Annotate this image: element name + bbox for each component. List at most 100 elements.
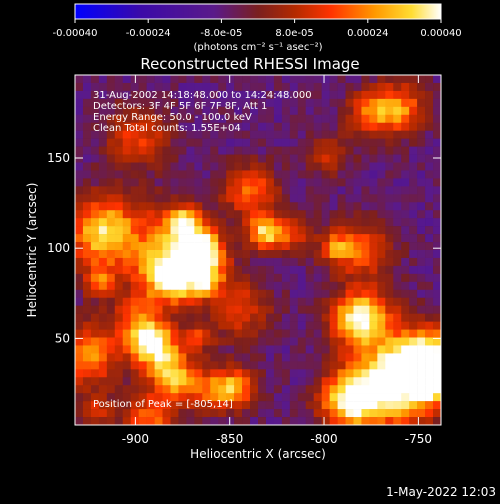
heatmap-cell [313,409,322,418]
heatmap-cell [297,154,307,163]
heatmap-cell [106,210,116,219]
heatmap-cell [202,162,211,171]
heatmap-cell [361,321,370,330]
heatmap-cell [329,162,338,171]
heatmap-cell [186,345,195,354]
heatmap-cell [226,138,235,147]
heatmap-cell [337,257,346,267]
heatmap-cell [281,122,291,131]
heatmap-cell [337,321,346,330]
heatmap-cell [162,186,171,195]
heatmap-cell [114,170,124,179]
heatmap-cell [234,337,243,346]
heatmap-cell [210,297,219,306]
heatmap-cell [297,186,307,195]
heatmap-cell [154,289,163,299]
heatmap-cell [281,242,291,251]
heatmap-cell [409,417,418,426]
heatmap-cell [194,377,203,386]
heatmap-cell [425,409,434,418]
heatmap-cell [353,417,362,426]
heatmap-cell [417,265,426,275]
heatmap-cell [170,186,179,195]
heatmap-cell [90,82,100,92]
heatmap-cell [202,337,211,346]
heatmap-cell [353,186,362,195]
heatmap-cell [345,353,354,362]
heatmap-cell [329,329,338,338]
heatmap-cell [425,329,434,338]
heatmap-cell [122,162,131,171]
heatmap-cell [122,106,131,116]
heatmap-cell [297,257,307,267]
heatmap-cell [186,242,195,251]
heatmap-cell [265,377,275,386]
heatmap-cell [401,75,410,84]
heatmap-cell [313,265,322,275]
heatmap-cell [162,170,171,179]
heatmap-cell [242,106,251,116]
heatmap-cell [417,257,426,267]
heatmap-cell [273,178,283,187]
heatmap-cell [321,313,330,322]
heatmap-cell [114,226,124,235]
heatmap-cell [82,114,92,124]
heatmap-cell [162,377,171,386]
heatmap-cell [75,250,84,259]
heatmap-cell [234,218,243,227]
heatmap-cell [234,226,243,235]
heatmap-cell [178,154,187,163]
heatmap-cell [353,273,362,283]
heatmap-cell [178,265,187,275]
heatmap-cell [146,130,155,139]
heatmap-cell [393,313,402,322]
heatmap-cell [154,130,163,139]
heatmap-cell [194,226,203,235]
heatmap-cell [273,369,283,378]
heatmap-cell [433,162,442,171]
heatmap-cell [98,409,108,418]
heatmap-cell [250,321,259,330]
heatmap-cell [154,202,163,211]
heatmap-cell [401,82,410,92]
heatmap-cell [258,210,267,219]
heatmap-cell [425,257,434,267]
heatmap-cell [82,82,92,92]
heatmap-cell [186,178,195,187]
heatmap-cell [106,417,116,426]
heatmap-cell [210,210,219,219]
heatmap-cell [75,138,84,147]
heatmap-cell [218,273,227,283]
heatmap-cell [162,146,171,155]
heatmap-cell [186,90,195,100]
heatmap-cell [114,250,124,259]
heatmap-cell [297,377,307,386]
heatmap-cell [210,337,219,346]
heatmap-cell [226,194,235,203]
heatmap-cell [186,329,195,338]
heatmap-cell [226,130,235,139]
heatmap-cell [170,234,179,243]
heatmap-cell [265,329,275,338]
heatmap-cell [385,90,394,100]
heatmap-cell [194,75,203,84]
heatmap-cell [377,106,386,116]
heatmap-cell [409,265,418,275]
heatmap-cell [75,361,84,370]
heatmap-cell [361,170,370,179]
heatmap-cell [305,202,314,211]
heatmap-cell [369,138,378,147]
heatmap-cell [154,385,163,394]
heatmap-cell [417,162,426,171]
heatmap-cell [369,218,378,227]
heatmap-cell [178,321,187,330]
heatmap-cell [178,146,187,155]
heatmap-cell [433,170,442,179]
heatmap-cell [210,401,219,410]
heatmap-cell [106,114,116,124]
heatmap-cell [345,162,354,171]
heatmap-cell [281,90,291,100]
heatmap-cell [226,257,235,267]
heatmap-cell [186,130,195,139]
heatmap-cell [170,242,179,251]
